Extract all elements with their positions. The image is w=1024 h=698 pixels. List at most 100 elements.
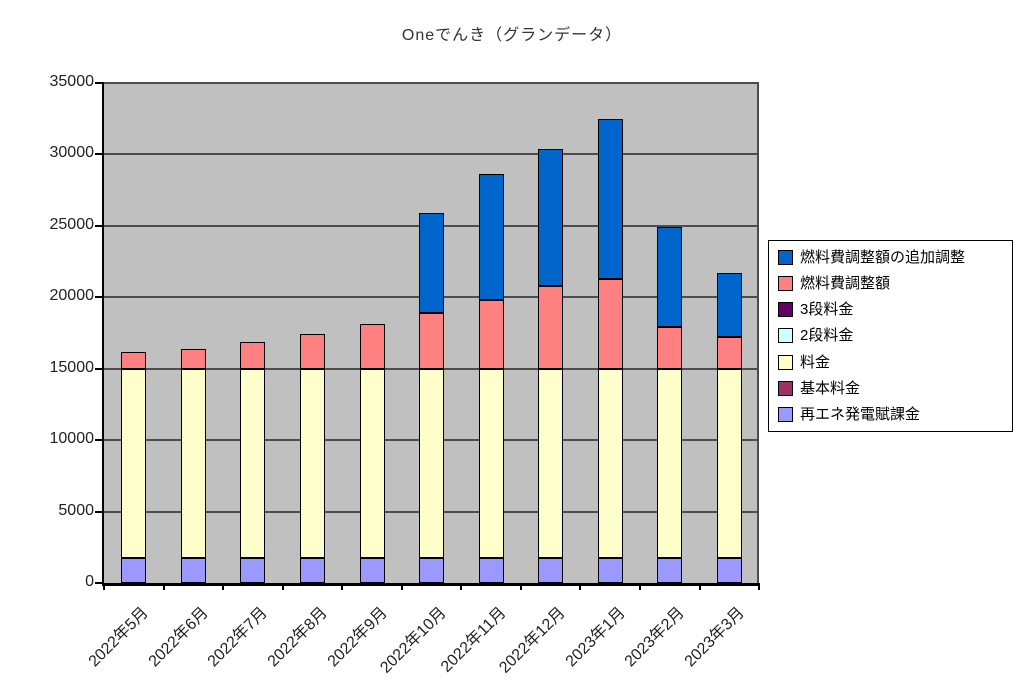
bar-segment-再エネ発電賦課金 bbox=[299, 558, 325, 583]
y-tick bbox=[95, 153, 102, 156]
bar-segment-料金 bbox=[121, 368, 147, 559]
x-axis-label: 2022年8月 bbox=[264, 604, 331, 671]
bar-segment-料金 bbox=[419, 368, 444, 559]
legend-item: 料金 bbox=[771, 353, 1010, 371]
bar-segment-再エネ発電賦課金 bbox=[538, 558, 564, 583]
legend-item: 燃料費調整額 bbox=[771, 274, 1010, 292]
x-tick bbox=[638, 583, 641, 590]
bar-segment-燃料費調整額の追加調整 bbox=[716, 273, 742, 338]
bar-segment-再エネ発電賦課金 bbox=[121, 558, 147, 583]
bar-segment-料金 bbox=[657, 368, 683, 559]
bar-segment-料金 bbox=[597, 368, 623, 559]
x-tick bbox=[698, 583, 701, 590]
legend-marker bbox=[778, 302, 793, 318]
bar-segment-再エネ発電賦課金 bbox=[478, 558, 504, 583]
bar-segment-燃料費調整額 bbox=[597, 278, 623, 369]
gridline bbox=[104, 153, 759, 156]
x-tick bbox=[519, 583, 522, 590]
legend-label: 再エネ発電賦課金 bbox=[800, 406, 921, 424]
bar-segment-料金 bbox=[538, 368, 564, 559]
x-tick bbox=[579, 583, 582, 590]
x-axis-label: 2022年7月 bbox=[205, 604, 272, 671]
x-tick bbox=[758, 583, 760, 590]
y-axis-label: 30000 bbox=[49, 144, 95, 162]
bar-segment-料金 bbox=[299, 368, 325, 559]
bar-segment-燃料費調整額の追加調整 bbox=[538, 148, 564, 286]
bar-segment-再エネ発電賦課金 bbox=[716, 558, 742, 583]
bar-segment-燃料費調整額の追加調整 bbox=[478, 174, 504, 301]
bar-segment-料金 bbox=[716, 368, 742, 559]
legend-label: 燃料費調整額の追加調整 bbox=[800, 248, 966, 266]
bar-segment-燃料費調整額 bbox=[657, 327, 683, 369]
bar-segment-燃料費調整額 bbox=[716, 337, 742, 369]
bar-segment-燃料費調整額 bbox=[478, 300, 504, 369]
y-axis-label: 0 bbox=[85, 573, 94, 590]
gridline bbox=[104, 82, 759, 84]
bar-segment-料金 bbox=[359, 368, 385, 559]
y-tick bbox=[95, 439, 102, 442]
legend-marker bbox=[778, 249, 793, 265]
bar-segment-燃料費調整額 bbox=[240, 341, 266, 369]
x-axis-label: 2022年6月 bbox=[145, 604, 212, 671]
x-tick bbox=[222, 583, 225, 590]
y-axis-label: 35000 bbox=[49, 73, 95, 90]
x-axis-label: 2023年3月 bbox=[681, 604, 748, 671]
y-axis-label: 5000 bbox=[58, 501, 94, 519]
bar-segment-再エネ発電賦課金 bbox=[359, 558, 385, 583]
bar-segment-料金 bbox=[180, 368, 206, 559]
x-axis-label: 2022年5月 bbox=[85, 604, 153, 671]
bar-segment-再エネ発電賦課金 bbox=[419, 558, 444, 583]
bar-segment-燃料費調整額 bbox=[538, 285, 564, 369]
bar-segment-再エネ発電賦課金 bbox=[597, 558, 623, 583]
legend-item: 3段料金 bbox=[771, 301, 1010, 319]
y-tick bbox=[95, 82, 102, 84]
y-axis-label: 20000 bbox=[49, 287, 95, 305]
legend-label: 2段料金 bbox=[800, 327, 854, 345]
plot-right-border bbox=[757, 83, 759, 583]
bar-segment-燃料費調整額の追加調整 bbox=[419, 213, 444, 313]
bar-segment-燃料費調整額 bbox=[419, 313, 444, 369]
bar-segment-燃料費調整額 bbox=[359, 324, 385, 369]
x-tick bbox=[162, 583, 165, 590]
x-tick bbox=[341, 583, 344, 590]
legend-item: 再エネ発電賦課金 bbox=[771, 406, 1010, 424]
bar-segment-再エネ発電賦課金 bbox=[240, 558, 266, 583]
bar-segment-再エネ発電賦課金 bbox=[180, 558, 206, 583]
legend-item: 燃料費調整額の追加調整 bbox=[771, 248, 1010, 266]
y-tick bbox=[95, 582, 102, 584]
y-tick bbox=[95, 510, 102, 513]
legend-marker bbox=[778, 328, 793, 344]
y-axis-label: 10000 bbox=[49, 430, 95, 448]
bar-segment-料金 bbox=[240, 368, 266, 559]
bar-segment-料金 bbox=[478, 368, 504, 559]
x-axis bbox=[102, 583, 759, 586]
legend: 燃料費調整額の追加調整 燃料費調整額 3段料金 2段料金料金基本料金再エネ発電賦課金 bbox=[768, 240, 1013, 432]
bar-segment-再エネ発電賦課金 bbox=[657, 558, 683, 583]
x-tick bbox=[281, 583, 284, 590]
x-tick bbox=[103, 583, 105, 590]
y-tick bbox=[95, 224, 102, 227]
bar-segment-燃料費調整額 bbox=[180, 348, 206, 369]
legend-marker bbox=[778, 407, 793, 423]
legend-marker bbox=[778, 381, 793, 397]
x-axis-label: 2023年2月 bbox=[621, 604, 688, 671]
bar-segment-燃料費調整額の追加調整 bbox=[657, 227, 683, 328]
x-axis-label: 2023年1月 bbox=[562, 604, 629, 671]
legend-item: 2段料金 bbox=[771, 327, 1010, 345]
legend-item: 基本料金 bbox=[771, 380, 1010, 398]
legend-label: 3段料金 bbox=[800, 301, 854, 319]
legend-label: 基本料金 bbox=[800, 380, 861, 398]
legend-label: 燃料費調整額 bbox=[800, 274, 891, 292]
x-tick bbox=[400, 583, 403, 590]
legend-label: 料金 bbox=[800, 353, 831, 371]
legend-marker bbox=[778, 354, 793, 370]
y-tick bbox=[95, 296, 102, 299]
bar-segment-燃料費調整額 bbox=[299, 334, 325, 369]
y-axis bbox=[102, 82, 104, 585]
bar-segment-燃料費調整額 bbox=[121, 351, 147, 369]
chart-title: Oneでんき（グランデータ） bbox=[401, 27, 623, 44]
bar-segment-燃料費調整額の追加調整 bbox=[597, 118, 623, 279]
y-axis-label: 25000 bbox=[49, 215, 95, 233]
legend-marker bbox=[778, 275, 793, 291]
